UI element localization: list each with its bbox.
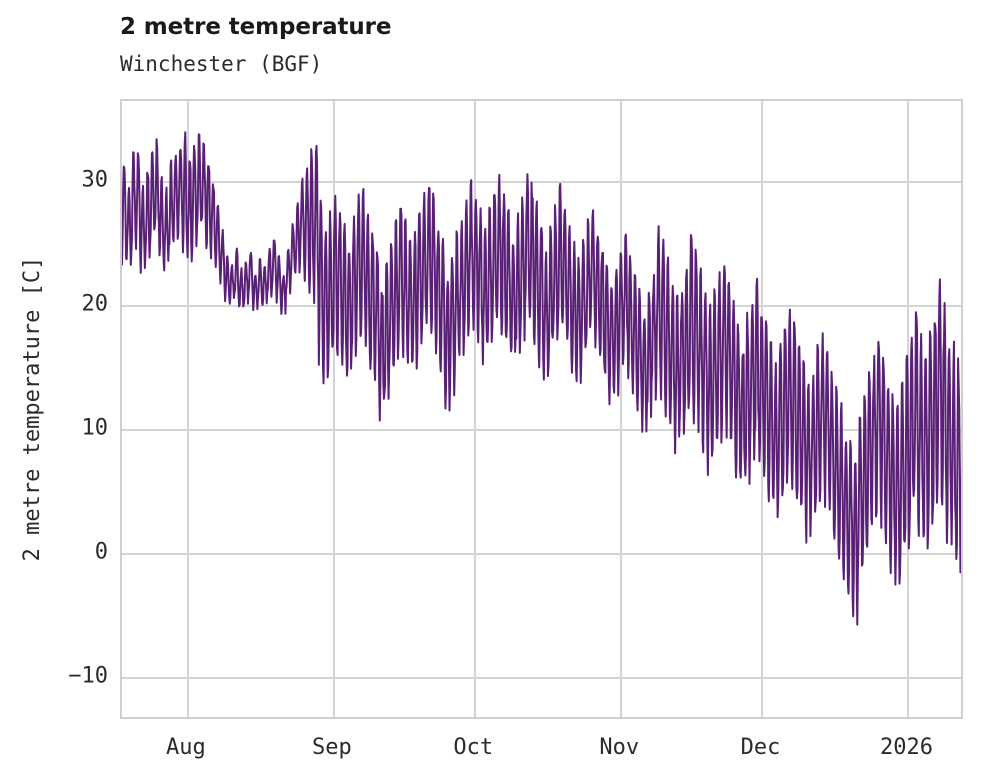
chart-title: 2 metre temperature [120, 14, 392, 40]
y-tick-label: 0 [94, 539, 108, 565]
x-tick-label: Dec [740, 735, 781, 760]
gridline-horizontal [122, 552, 961, 555]
y-tick-label: −10 [68, 663, 108, 689]
gridline-vertical [332, 101, 335, 717]
temperature-series [122, 131, 961, 626]
y-tick-label: 20 [81, 291, 109, 317]
y-tick-label: 30 [81, 167, 109, 193]
gridline-horizontal [122, 676, 961, 679]
x-tick-label: 2026 [879, 735, 933, 760]
temperature-line [122, 131, 961, 626]
x-tick-label: Nov [599, 735, 640, 760]
gridline-vertical [474, 101, 477, 717]
gridline-horizontal [122, 180, 961, 183]
x-tick-label: Aug [166, 735, 206, 760]
plot-area [120, 99, 963, 719]
chart-subtitle: Winchester (BGF) [120, 52, 323, 76]
x-tick-label: Oct [453, 735, 494, 760]
gridline-horizontal [122, 304, 961, 307]
gridline-vertical [186, 101, 189, 717]
gridline-vertical [620, 101, 623, 717]
y-tick-label: 10 [81, 415, 109, 441]
gridline-horizontal [122, 428, 961, 431]
x-tick-label: Sep [312, 735, 352, 760]
